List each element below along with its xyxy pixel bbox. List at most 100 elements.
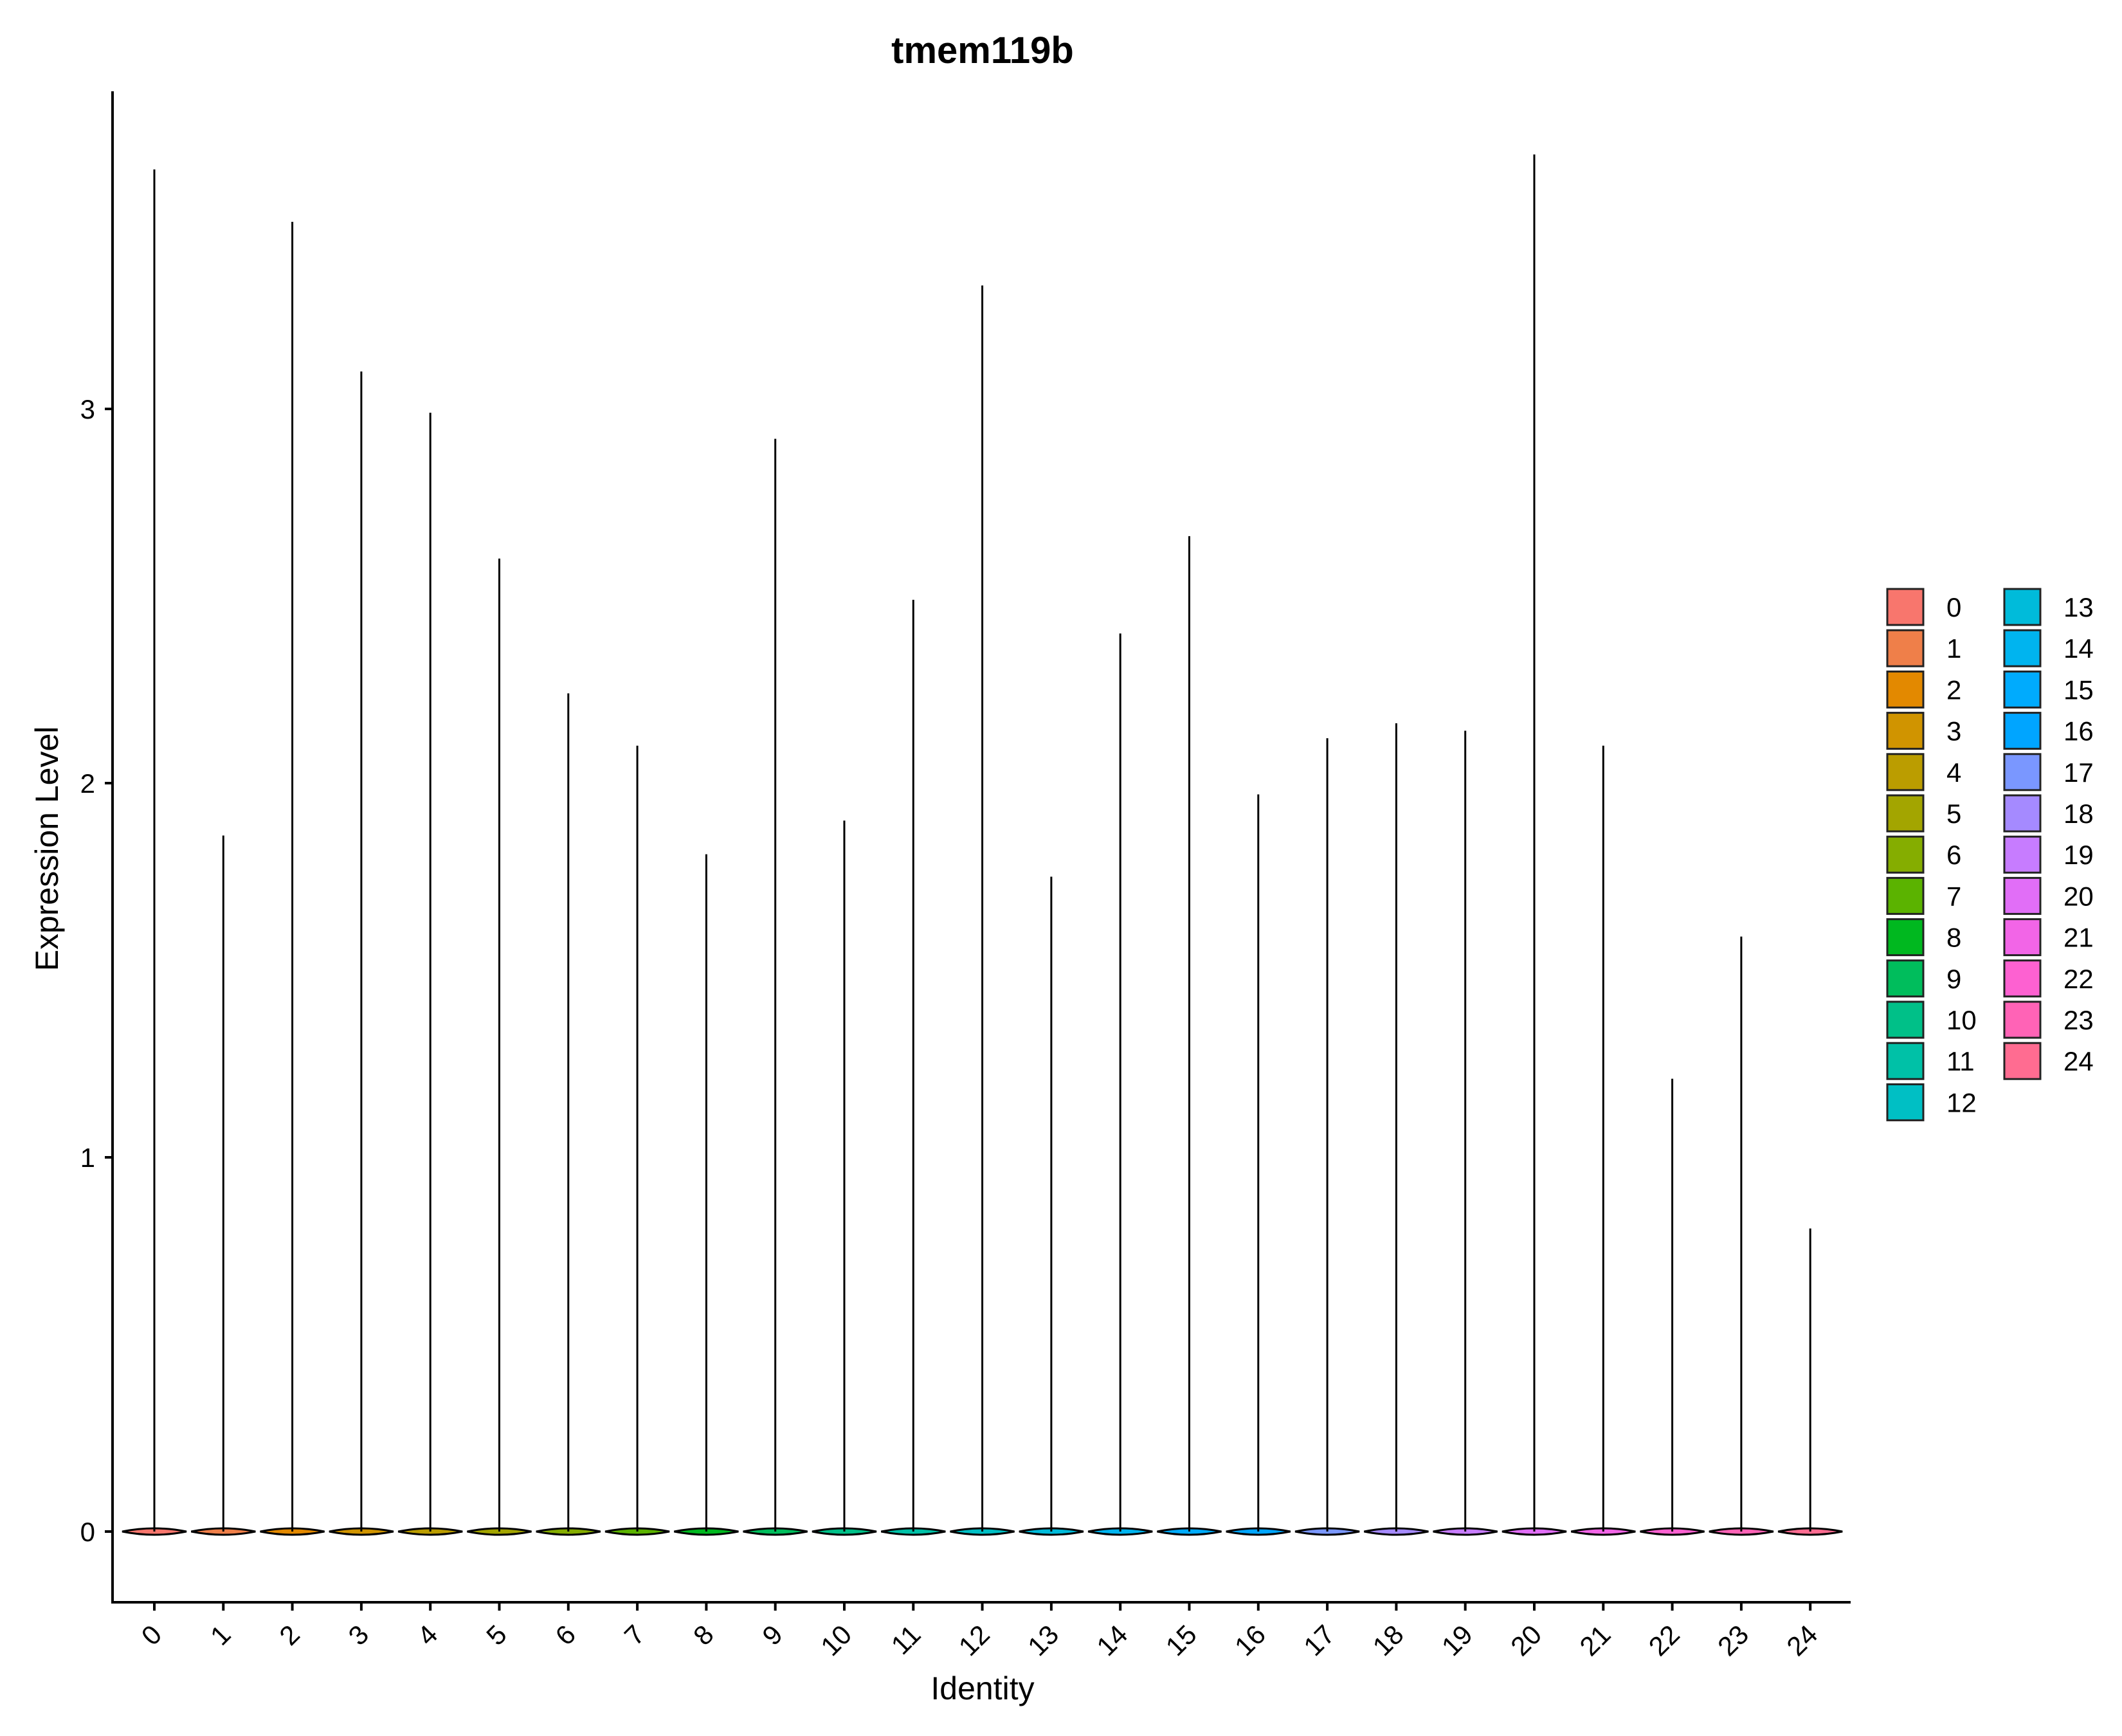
legend-key-19 — [2003, 835, 2042, 874]
y-axis-ticks: 0 1 2 3 — [80, 394, 113, 1547]
x-axis-ticks: 0 1 2 3 4 5 6 7 8 9 10 11 12 13 14 15 16 17 18 19 20 21 22 23 24 — [136, 1602, 1824, 1661]
violin-24 — [1777, 1228, 1843, 1536]
legend-item-8: 8 — [1886, 918, 1961, 957]
legend-label-21: 21 — [2063, 923, 2094, 953]
y-tick-label-3: 3 — [80, 394, 95, 424]
x-tick-label-12: 12 — [953, 1619, 995, 1661]
legend-key-14 — [2003, 629, 2042, 667]
legend-label-24: 24 — [2063, 1046, 2094, 1076]
legend-label-4: 4 — [1946, 757, 1961, 788]
x-tick-label-6: 6 — [549, 1619, 581, 1651]
x-tick-label-9: 9 — [756, 1619, 788, 1651]
legend-item-2: 2 — [1886, 670, 1961, 709]
x-axis-title: Identity — [930, 1670, 1034, 1706]
legend-item-0: 0 — [1886, 588, 1961, 626]
violin-1 — [191, 835, 256, 1536]
x-tick-label-1: 1 — [204, 1619, 237, 1651]
x-tick-label-17: 17 — [1298, 1619, 1340, 1661]
legend-key-23 — [2003, 1000, 2042, 1039]
x-tick-label-5: 5 — [480, 1619, 512, 1651]
legend-item-18: 18 — [2003, 794, 2094, 833]
x-tick-label-16: 16 — [1229, 1619, 1271, 1661]
violin-4 — [397, 412, 463, 1536]
y-tick-label-1: 1 — [80, 1143, 95, 1173]
legend-key-5 — [1886, 794, 1925, 833]
legend-item-15: 15 — [2003, 670, 2094, 709]
legend-item-6: 6 — [1886, 835, 1961, 874]
legend-key-18 — [2003, 794, 2042, 833]
legend-key-21 — [2003, 918, 2042, 957]
violin-19 — [1433, 730, 1498, 1536]
legend-key-9 — [1886, 959, 1925, 998]
legend-label-5: 5 — [1946, 799, 1961, 829]
legend-key-4 — [1886, 753, 1925, 791]
violin-21 — [1571, 745, 1636, 1536]
legend-item-1: 1 — [1886, 629, 1961, 667]
x-tick-label-18: 18 — [1366, 1619, 1409, 1661]
y-axis-title: Expression Level — [29, 727, 65, 972]
legend-label-0: 0 — [1946, 592, 1961, 622]
legend-key-22 — [2003, 959, 2042, 998]
chart-title: tmem119b — [891, 30, 1074, 71]
legend-item-21: 21 — [2003, 918, 2094, 957]
legend-label-14: 14 — [2063, 633, 2094, 664]
legend-key-24 — [2003, 1042, 2042, 1080]
legend-key-3 — [1886, 712, 1925, 750]
legend-label-1: 1 — [1946, 633, 1961, 664]
legend-label-3: 3 — [1946, 716, 1961, 746]
legend-item-17: 17 — [2003, 753, 2094, 791]
legend-item-19: 19 — [2003, 835, 2094, 874]
x-tick-label-4: 4 — [412, 1619, 444, 1651]
legend-item-12: 12 — [1886, 1083, 1977, 1121]
legend-key-17 — [2003, 753, 2042, 791]
legend-item-3: 3 — [1886, 712, 1961, 750]
violin-13 — [1019, 876, 1084, 1536]
y-tick-label-0: 0 — [80, 1517, 95, 1547]
legend-key-12 — [1886, 1083, 1925, 1121]
x-tick-label-14: 14 — [1091, 1619, 1133, 1661]
x-tick-label-0: 0 — [136, 1619, 168, 1651]
violin-5 — [467, 558, 532, 1536]
legend-label-19: 19 — [2063, 840, 2094, 870]
legend-label-11: 11 — [1946, 1046, 1975, 1076]
legend-key-16 — [2003, 712, 2042, 750]
legend-item-13: 13 — [2003, 588, 2094, 626]
legend-item-5: 5 — [1886, 794, 1961, 833]
x-tick-label-22: 22 — [1643, 1619, 1685, 1661]
legend-label-6: 6 — [1946, 840, 1961, 870]
violin-17 — [1294, 738, 1360, 1536]
violin-0 — [122, 169, 187, 1536]
legend-label-20: 20 — [2063, 881, 2094, 911]
legend-label-2: 2 — [1946, 674, 1961, 705]
legend-item-11: 11 — [1886, 1042, 1975, 1080]
violin-22 — [1640, 1078, 1705, 1536]
violin-15 — [1157, 536, 1222, 1536]
x-tick-label-19: 19 — [1436, 1619, 1478, 1661]
violin-14 — [1087, 633, 1153, 1536]
violin-series — [122, 154, 1843, 1536]
legend-key-7 — [1886, 876, 1925, 915]
legend-label-23: 23 — [2063, 1005, 2094, 1035]
legend-item-14: 14 — [2003, 629, 2094, 667]
legend-key-8 — [1886, 918, 1925, 957]
x-tick-label-15: 15 — [1160, 1619, 1202, 1661]
x-tick-label-23: 23 — [1712, 1619, 1754, 1661]
legend-key-15 — [2003, 670, 2042, 709]
violin-23 — [1709, 936, 1774, 1536]
legend-label-18: 18 — [2063, 799, 2094, 829]
legend-item-20: 20 — [2003, 876, 2094, 915]
legend-item-7: 7 — [1886, 876, 1961, 915]
legend-label-22: 22 — [2063, 964, 2094, 994]
violin-8 — [674, 854, 739, 1536]
legend-item-23: 23 — [2003, 1000, 2094, 1039]
legend-item-16: 16 — [2003, 712, 2094, 750]
legend-label-17: 17 — [2063, 757, 2094, 788]
violin-2 — [260, 222, 325, 1536]
legend-label-7: 7 — [1946, 881, 1961, 911]
violin-18 — [1364, 723, 1429, 1536]
legend-label-13: 13 — [2063, 592, 2094, 622]
violin-16 — [1226, 794, 1291, 1536]
violin-10 — [812, 820, 877, 1536]
violin-11 — [881, 599, 946, 1536]
